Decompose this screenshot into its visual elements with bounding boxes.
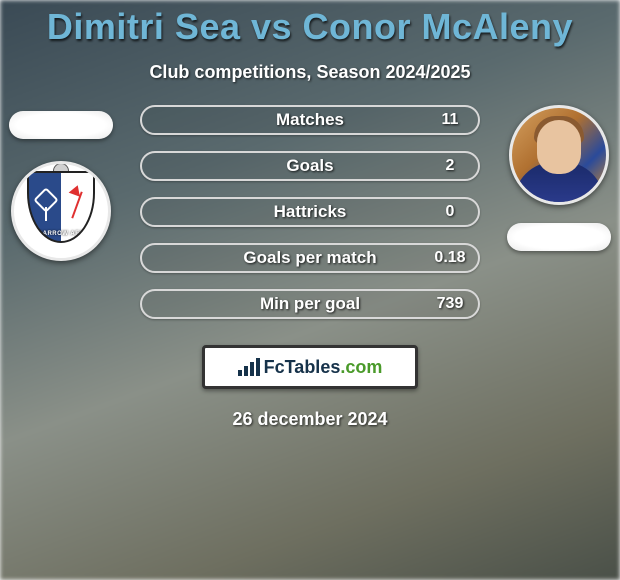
- stats-area: BARROW AFC Matches 11 Goals 2: [0, 105, 620, 335]
- brand-name: FcTables: [264, 357, 341, 377]
- club-crest-text: BARROW AFC: [29, 231, 93, 237]
- stat-right-value: 11: [422, 111, 478, 129]
- stat-rows: Matches 11 Goals 2 Hattricks 0 Goals per…: [140, 105, 480, 335]
- stat-label: Goals: [198, 156, 422, 176]
- player-left-column: BARROW AFC: [6, 111, 116, 261]
- player-right-column: [504, 111, 614, 251]
- stat-row: Goals per match 0.18: [140, 243, 480, 273]
- player-left-name-pill: [9, 111, 113, 139]
- player-right-photo: [509, 105, 609, 205]
- page-title: Dimitri Sea vs Conor McAleny: [0, 6, 620, 48]
- stat-row: Hattricks 0: [140, 197, 480, 227]
- brand-box[interactable]: FcTables.com: [202, 345, 418, 389]
- stat-right-value: 0.18: [422, 249, 478, 267]
- subtitle: Club competitions, Season 2024/2025: [0, 62, 620, 83]
- player-left-club-badge: BARROW AFC: [11, 161, 111, 261]
- brand-suffix: .com: [340, 357, 382, 377]
- stat-row: Matches 11: [140, 105, 480, 135]
- stat-right-value: 0: [422, 203, 478, 221]
- stat-label: Min per goal: [198, 294, 422, 314]
- stat-label: Goals per match: [198, 248, 422, 268]
- player-right-name-pill: [507, 223, 611, 251]
- stat-row: Goals 2: [140, 151, 480, 181]
- stat-row: Min per goal 739: [140, 289, 480, 319]
- bars-icon: [238, 358, 260, 376]
- stat-right-value: 739: [422, 295, 478, 313]
- content-root: Dimitri Sea vs Conor McAleny Club compet…: [0, 0, 620, 580]
- stat-label: Hattricks: [198, 202, 422, 222]
- club-crest-icon: BARROW AFC: [27, 171, 95, 251]
- stat-right-value: 2: [422, 157, 478, 175]
- brand-text: FcTables.com: [264, 357, 383, 378]
- stat-label: Matches: [198, 110, 422, 130]
- date-line: 26 december 2024: [0, 409, 620, 430]
